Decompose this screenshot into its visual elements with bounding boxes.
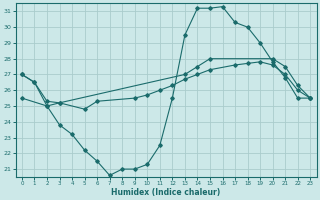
X-axis label: Humidex (Indice chaleur): Humidex (Indice chaleur)	[111, 188, 221, 197]
